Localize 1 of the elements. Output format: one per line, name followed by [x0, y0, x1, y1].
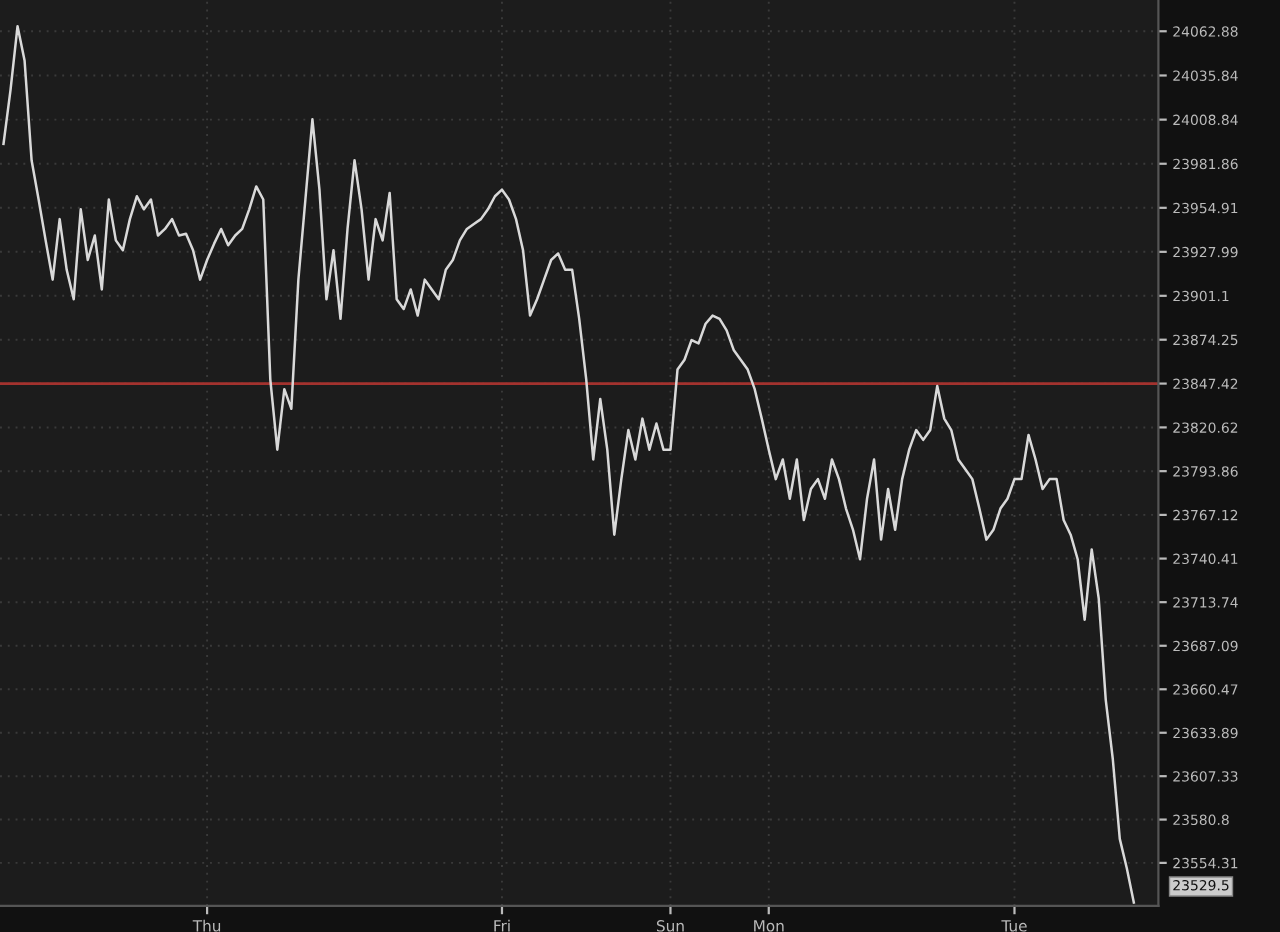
line-series: [2, 24, 1136, 904]
